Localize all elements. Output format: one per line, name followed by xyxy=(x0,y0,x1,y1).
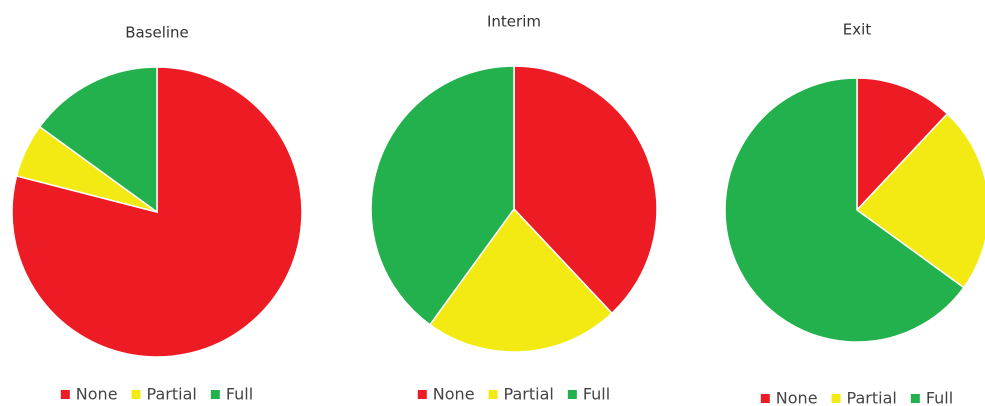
legend-swatch xyxy=(760,394,770,403)
legend-swatch xyxy=(131,390,141,399)
legend-label: None xyxy=(433,385,475,404)
legend-swatch xyxy=(417,390,427,399)
pie-slice xyxy=(856,77,949,212)
chart-title: Baseline xyxy=(125,24,189,42)
legend-label: None xyxy=(776,389,818,406)
legend-label: Partial xyxy=(504,385,554,404)
legend-label: Full xyxy=(226,385,253,404)
legend-label: Full xyxy=(583,385,610,404)
pie-slice xyxy=(855,112,985,289)
legend-swatch xyxy=(488,390,498,399)
chart-title: Exit xyxy=(843,21,872,39)
legend-label: Partial xyxy=(847,389,897,406)
legend-swatch xyxy=(210,390,220,399)
legend-swatch xyxy=(60,390,70,399)
legend-swatch xyxy=(567,390,577,399)
pie-slice xyxy=(724,77,965,343)
pie-slice xyxy=(513,65,658,315)
chart-title: Interim xyxy=(487,13,541,31)
legend-label: Full xyxy=(926,389,953,406)
pie-slice xyxy=(370,65,515,326)
legend-swatch xyxy=(831,394,841,403)
pie-slice xyxy=(38,66,158,214)
legend-label: None xyxy=(76,385,118,404)
legend-swatch xyxy=(910,394,920,403)
pie-slice xyxy=(428,207,613,353)
legend-label: Partial xyxy=(147,385,197,404)
